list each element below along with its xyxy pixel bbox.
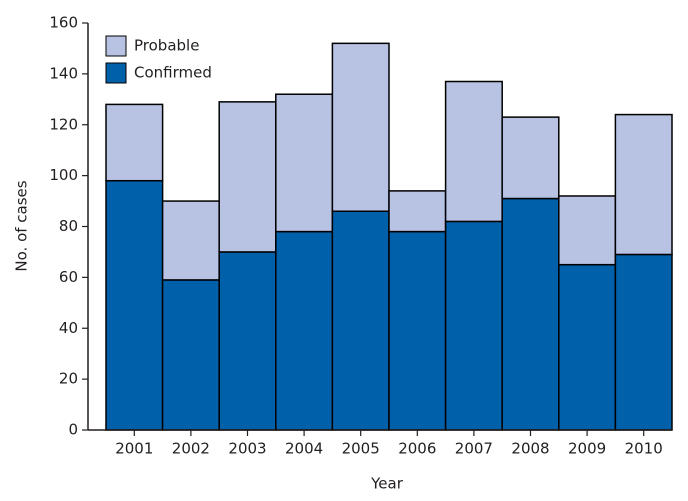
x-tick-label: 2006 [398, 440, 436, 458]
bar-segment [105, 103, 164, 182]
bar-segment [218, 251, 277, 431]
bar-segment [444, 220, 503, 431]
y-tick-label: 20 [59, 370, 78, 388]
x-tick-label: 2009 [568, 440, 606, 458]
x-tick-label: 2010 [625, 440, 663, 458]
bar-segment [275, 230, 334, 431]
x-tick-label: 2007 [455, 440, 493, 458]
y-tick-label: 160 [49, 14, 78, 32]
y-tick-label: 40 [59, 319, 78, 337]
bar-segment [614, 253, 673, 431]
x-tick-label: 2004 [285, 440, 323, 458]
bar-segment [558, 263, 617, 431]
y-tick-label: 0 [68, 421, 78, 439]
x-tick-label: 2001 [115, 440, 153, 458]
bar-segment [501, 116, 560, 200]
bar-segment [218, 101, 277, 253]
bar-segment [388, 230, 447, 431]
legend-swatch [105, 62, 127, 84]
bar-segment [444, 80, 503, 223]
x-tick-label: 2002 [172, 440, 210, 458]
bar-segment [558, 195, 617, 266]
x-tick-label: 2003 [228, 440, 266, 458]
x-axis-label: Year [370, 475, 404, 493]
y-tick-label: 100 [49, 166, 78, 184]
bar-segment [105, 179, 164, 431]
y-axis-label: No. of cases [13, 180, 31, 271]
legend-label: Confirmed [134, 64, 212, 82]
x-tick-label: 2008 [511, 440, 549, 458]
x-tick-label: 2005 [342, 440, 380, 458]
y-tick-label: 140 [49, 64, 78, 82]
bar-segment [331, 42, 390, 212]
bar-segment [388, 190, 447, 233]
bar-segment [275, 93, 334, 233]
legend-label: Probable [134, 37, 199, 55]
y-tick-label: 60 [59, 268, 78, 286]
bar-segment [614, 113, 673, 256]
bar-segment [161, 279, 220, 431]
y-tick-label: 80 [59, 217, 78, 235]
bar-segment [501, 197, 560, 431]
bar-segment [331, 210, 390, 431]
y-tick-label: 120 [49, 115, 78, 133]
legend-swatch [105, 35, 127, 57]
bar-segment [161, 200, 220, 281]
